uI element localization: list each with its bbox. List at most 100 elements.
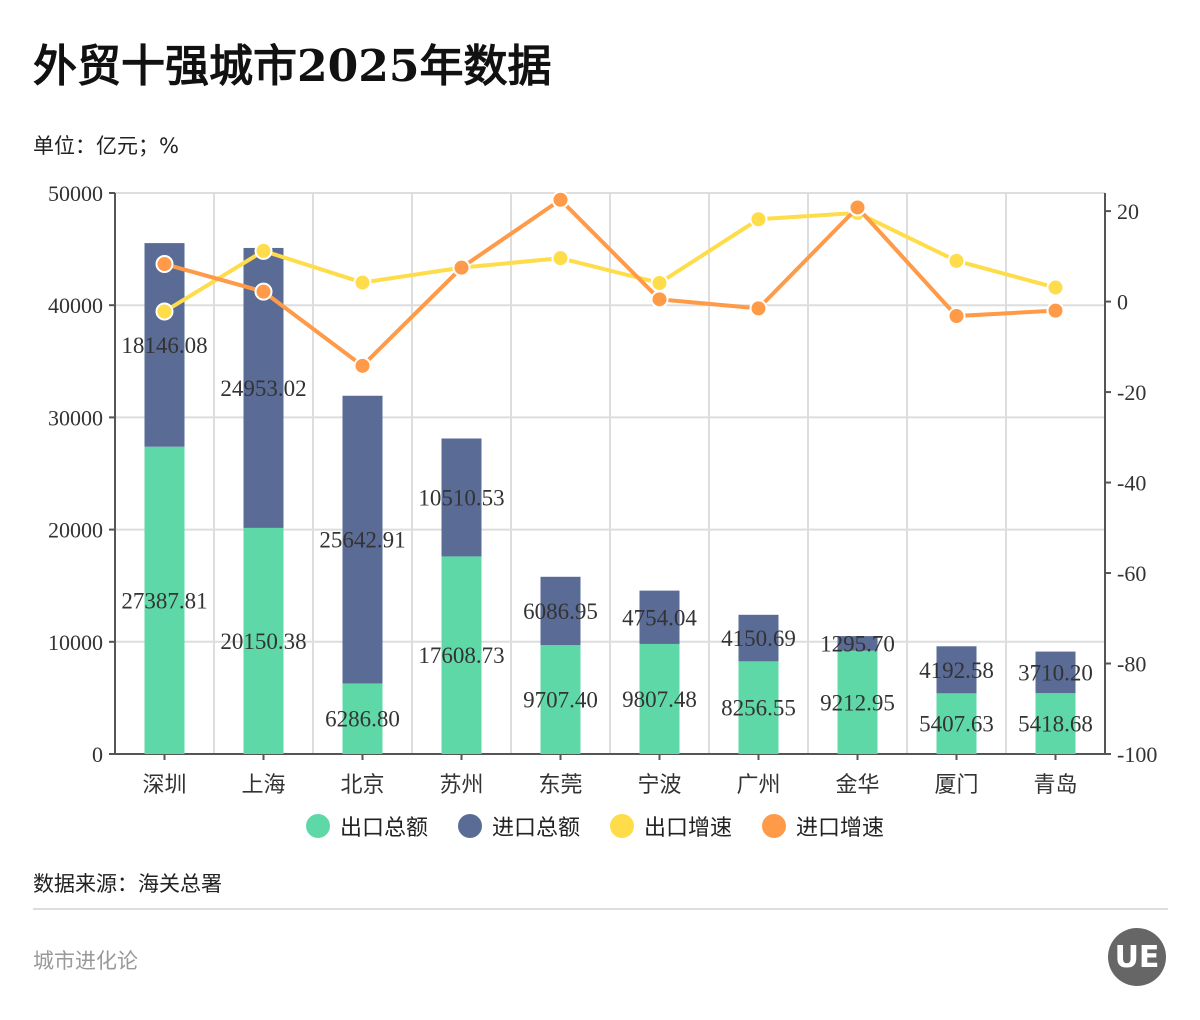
- export-data-label: 9807.48: [622, 687, 697, 712]
- legend-item[interactable]: 进口增速: [762, 810, 884, 842]
- import-bar: [639, 590, 680, 644]
- import-growth-point: [155, 255, 174, 274]
- export-bar: [243, 527, 284, 754]
- import-growth-point: [452, 258, 471, 277]
- import-growth-point: [848, 198, 867, 217]
- import-growth-point: [254, 282, 273, 301]
- export-bar: [342, 683, 383, 754]
- x-tick-label: 宁波: [637, 773, 681, 798]
- y-tick-label: 40000: [48, 293, 103, 318]
- export-growth-point: [551, 249, 570, 268]
- data-source: 数据来源：海关总署: [33, 872, 222, 896]
- unit-label: 单位：亿元；%: [33, 134, 179, 158]
- x-tick-label: 青岛: [1033, 773, 1077, 798]
- x-tick-label: 东莞: [538, 773, 582, 798]
- legend-label: 进口增速: [796, 816, 885, 841]
- legend-item[interactable]: 出口增速: [610, 810, 732, 842]
- export-bar: [441, 556, 482, 754]
- import-data-label: 18146.08: [121, 333, 207, 358]
- import-data-label: 25642.91: [319, 528, 405, 553]
- export-bar: [144, 446, 185, 754]
- y2-tick-label: -60: [1117, 561, 1146, 586]
- export-growth-line: [163, 210, 1057, 314]
- import-growth-point: [1046, 301, 1065, 320]
- y-tick-label: 30000: [48, 405, 103, 430]
- import-growth-point: [353, 356, 372, 375]
- import-bar: [441, 438, 482, 557]
- y2-tick-label: 0: [1117, 290, 1128, 315]
- export-bar: [639, 643, 680, 754]
- export-bar: [1035, 693, 1076, 754]
- y-tick-label: 20000: [48, 518, 103, 543]
- brand-name: 城市进化论: [33, 949, 138, 973]
- export-data-label: 9212.95: [820, 690, 895, 715]
- import-growth-point: [650, 290, 669, 309]
- export-bar: [738, 661, 779, 754]
- y-tick-label: 10000: [48, 630, 103, 655]
- import-data-label: 3710.20: [1018, 660, 1093, 685]
- legend-swatch: [762, 814, 787, 838]
- export-data-label: 5407.63: [919, 712, 994, 737]
- x-tick-label: 上海: [241, 773, 285, 798]
- export-data-label: 27387.81: [121, 588, 207, 613]
- export-data-label: 17608.73: [418, 643, 504, 668]
- y2-tick-label: 20: [1117, 199, 1139, 224]
- import-bar: [837, 636, 878, 651]
- divider: [33, 908, 1168, 910]
- import-data-label: 10510.53: [418, 485, 504, 510]
- legend-label: 出口增速: [644, 816, 733, 841]
- import-growth-point: [551, 190, 570, 209]
- import-growth-point: [749, 299, 768, 318]
- import-bar: [1035, 651, 1076, 694]
- legend-label: 进口总额: [491, 816, 580, 841]
- legend-item[interactable]: 出口总额: [305, 810, 428, 842]
- import-growth-line: [163, 197, 1056, 369]
- export-data-label: 6286.80: [325, 707, 400, 732]
- import-data-label: 6086.95: [523, 599, 598, 624]
- legend-swatch: [457, 814, 482, 838]
- x-tick-label: 苏州: [439, 773, 483, 798]
- legend: 出口总额 进口总额 出口增速 进口增速: [0, 810, 1200, 842]
- export-growth-point: [650, 274, 669, 293]
- export-growth-point: [155, 302, 174, 321]
- export-growth-point: [1046, 278, 1065, 297]
- x-tick-label: 深圳: [142, 773, 186, 798]
- brand-logo: UE: [1108, 928, 1166, 986]
- export-bar: [540, 645, 581, 754]
- x-tick-label: 厦门: [934, 773, 978, 798]
- import-data-label: 4754.04: [622, 605, 697, 630]
- x-tick-label: 广州: [736, 773, 780, 798]
- y2-tick-label: -80: [1117, 652, 1146, 677]
- import-data-label: 1295.70: [820, 631, 895, 656]
- export-bar: [837, 650, 878, 754]
- import-bar: [342, 395, 383, 684]
- import-data-label: 4150.69: [721, 626, 796, 651]
- export-bar: [936, 693, 977, 754]
- x-tick-label: 金华: [835, 773, 879, 798]
- export-growth-point: [254, 241, 273, 260]
- export-data-label: 20150.38: [220, 629, 306, 654]
- legend-swatch: [610, 814, 634, 838]
- import-bar: [540, 576, 581, 646]
- y2-tick-label: -40: [1117, 471, 1146, 496]
- export-growth-point: [353, 273, 372, 292]
- chart-title: 外贸十强城市2025年数据: [33, 41, 552, 92]
- import-growth-point: [947, 307, 966, 326]
- export-growth-point: [749, 210, 768, 229]
- export-growth-point: [947, 251, 966, 270]
- import-data-label: 4192.58: [919, 658, 994, 683]
- import-bar: [144, 243, 185, 447]
- import-data-label: 24953.02: [220, 376, 306, 401]
- legend-item[interactable]: 进口总额: [457, 810, 580, 842]
- x-tick-label: 北京: [340, 773, 384, 798]
- export-data-label: 8256.55: [721, 696, 796, 721]
- export-data-label: 9707.40: [523, 688, 598, 713]
- y2-tick-label: -20: [1117, 380, 1146, 405]
- legend-swatch: [305, 814, 330, 838]
- import-bar: [738, 614, 779, 662]
- import-bar: [936, 646, 977, 694]
- legend-label: 出口总额: [339, 816, 428, 841]
- y-tick-label: 0: [92, 742, 103, 767]
- y2-tick-label: -100: [1117, 742, 1157, 767]
